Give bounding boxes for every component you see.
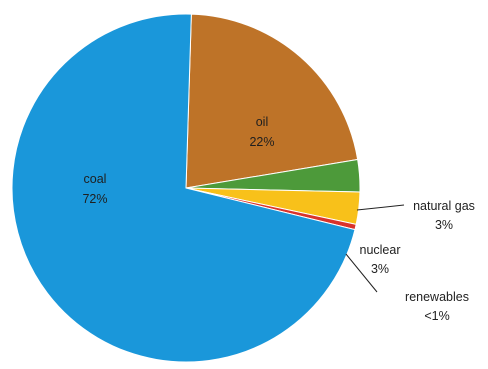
pie-slice-oil [185,13,359,189]
slice-label-oil-value: 22% [249,135,274,149]
leader-lines [345,204,405,293]
leader-line-natural-gas [356,204,405,211]
pie-slices [11,13,361,363]
slice-label-coal-name: coal [84,172,107,186]
slice-label-nuclear-name: nuclear [360,243,401,257]
slice-label-natural-gas-name: natural gas [413,199,475,213]
slice-label-renewables-name: renewables [405,290,469,304]
pie-slice-coal [11,13,356,363]
slice-label-nuclear-value: 3% [371,262,389,276]
slice-label-coal-value: 72% [82,192,107,206]
slice-label-oil-name: oil [256,115,269,129]
slice-label-renewables-value: <1% [424,309,449,323]
leader-line-renewables [345,253,378,293]
slice-label-natural-gas-value: 3% [435,218,453,232]
pie-labels: oil 22% coal 72% natural gas 3% nuclear … [82,115,474,323]
